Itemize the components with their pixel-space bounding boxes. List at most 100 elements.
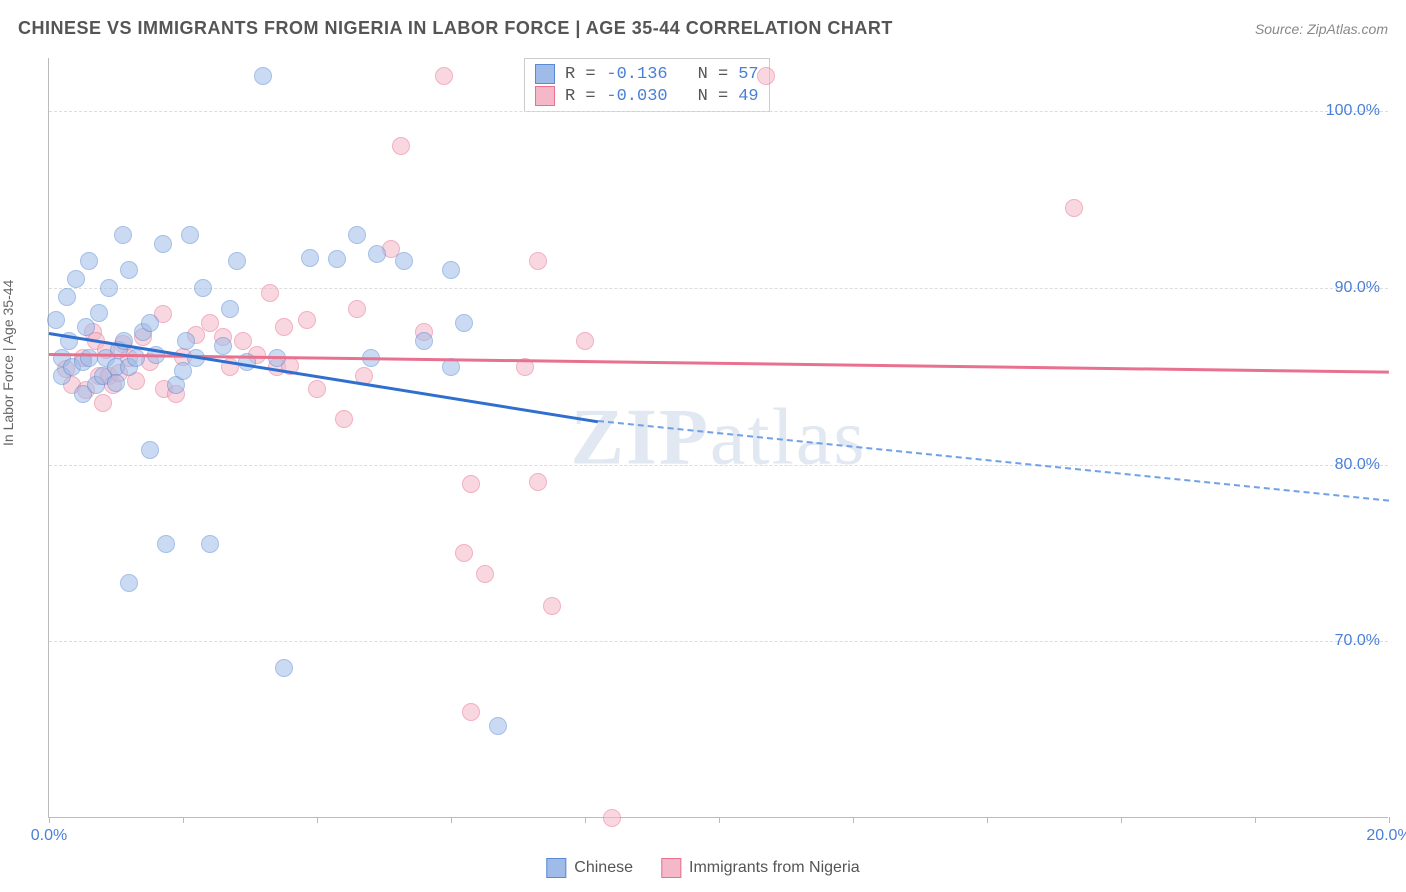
bottom-legend-nigeria: Immigrants from Nigeria xyxy=(661,858,860,878)
legend-swatch-icon xyxy=(546,858,566,878)
x-tick xyxy=(987,817,988,823)
chart-title: CHINESE VS IMMIGRANTS FROM NIGERIA IN LA… xyxy=(18,18,893,39)
data-point-chinese xyxy=(157,535,175,553)
data-point-chinese xyxy=(194,279,212,297)
y-tick-label: 90.0% xyxy=(1335,279,1380,297)
data-point-nigeria xyxy=(757,67,775,85)
data-point-chinese xyxy=(127,349,145,367)
legend-swatch-icon xyxy=(661,858,681,878)
data-point-chinese xyxy=(77,318,95,336)
data-point-nigeria xyxy=(275,318,293,336)
x-tick xyxy=(585,817,586,823)
r-label: R = xyxy=(565,65,596,84)
r-label: R = xyxy=(565,87,596,106)
data-point-nigeria xyxy=(1065,199,1083,217)
data-point-chinese xyxy=(80,349,98,367)
data-point-chinese xyxy=(455,314,473,332)
data-point-nigeria xyxy=(462,703,480,721)
data-point-chinese xyxy=(275,659,293,677)
y-tick-label: 80.0% xyxy=(1335,456,1380,474)
data-point-chinese xyxy=(201,535,219,553)
gridline xyxy=(49,465,1388,466)
x-tick xyxy=(49,817,50,823)
data-point-chinese xyxy=(228,252,246,270)
data-point-chinese xyxy=(214,337,232,355)
legend-label: Chinese xyxy=(574,859,633,877)
n-label: N = xyxy=(698,65,729,84)
data-point-chinese xyxy=(221,300,239,318)
legend-row-chinese: R = -0.136 N = 57 xyxy=(535,63,759,85)
y-tick-label: 100.0% xyxy=(1326,102,1380,120)
data-point-chinese xyxy=(47,311,65,329)
x-tick xyxy=(1255,817,1256,823)
data-point-nigeria xyxy=(261,284,279,302)
y-tick-label: 70.0% xyxy=(1335,632,1380,650)
gridline xyxy=(49,641,1388,642)
data-point-chinese xyxy=(395,252,413,270)
legend-row-nigeria: R = -0.030 N = 49 xyxy=(535,85,759,107)
x-tick xyxy=(1389,817,1390,823)
data-point-nigeria xyxy=(201,314,219,332)
r-value-chinese: -0.136 xyxy=(606,65,668,84)
n-label: N = xyxy=(698,87,729,106)
data-point-chinese xyxy=(442,261,460,279)
data-point-chinese xyxy=(107,374,125,392)
data-point-chinese xyxy=(80,252,98,270)
data-point-chinese xyxy=(141,314,159,332)
data-point-chinese xyxy=(489,717,507,735)
data-point-nigeria xyxy=(335,410,353,428)
data-point-chinese xyxy=(114,226,132,244)
x-tick-label: 0.0% xyxy=(31,827,67,845)
data-point-chinese xyxy=(442,358,460,376)
correlation-legend: R = -0.136 N = 57 R = -0.030 N = 49 xyxy=(524,58,770,112)
legend-label: Immigrants from Nigeria xyxy=(689,859,860,877)
gridline xyxy=(49,111,1388,112)
data-point-nigeria xyxy=(348,300,366,318)
gridline xyxy=(49,288,1388,289)
data-point-chinese xyxy=(328,250,346,268)
data-point-nigeria xyxy=(462,475,480,493)
data-point-nigeria xyxy=(529,252,547,270)
data-point-chinese xyxy=(120,574,138,592)
data-point-nigeria xyxy=(576,332,594,350)
data-point-nigeria xyxy=(308,380,326,398)
legend-swatch-chinese xyxy=(535,64,555,84)
data-point-chinese xyxy=(177,332,195,350)
data-point-nigeria xyxy=(392,137,410,155)
source-label: Source: ZipAtlas.com xyxy=(1255,21,1388,37)
trend-line xyxy=(598,420,1389,502)
data-point-chinese xyxy=(100,279,118,297)
data-point-nigeria xyxy=(234,332,252,350)
bottom-legend-chinese: Chinese xyxy=(546,858,633,878)
data-point-chinese xyxy=(67,270,85,288)
data-point-chinese xyxy=(348,226,366,244)
data-point-chinese xyxy=(415,332,433,350)
data-point-nigeria xyxy=(603,809,621,827)
data-point-nigeria xyxy=(455,544,473,562)
data-point-chinese xyxy=(90,304,108,322)
x-tick-label: 20.0% xyxy=(1366,827,1406,845)
data-point-chinese xyxy=(120,261,138,279)
x-tick xyxy=(317,817,318,823)
x-tick xyxy=(451,817,452,823)
data-point-chinese xyxy=(368,245,386,263)
data-point-chinese xyxy=(181,226,199,244)
data-point-nigeria xyxy=(543,597,561,615)
data-point-nigeria xyxy=(298,311,316,329)
r-value-nigeria: -0.030 xyxy=(606,87,668,106)
bottom-legend: Chinese Immigrants from Nigeria xyxy=(546,858,859,878)
data-point-chinese xyxy=(58,288,76,306)
n-value-nigeria: 49 xyxy=(738,87,758,106)
watermark: ZIPatlas xyxy=(571,392,867,483)
x-tick xyxy=(183,817,184,823)
x-tick xyxy=(719,817,720,823)
data-point-chinese xyxy=(141,441,159,459)
plot-area: ZIPatlas R = -0.136 N = 57 R = -0.030 N … xyxy=(48,58,1388,818)
x-tick xyxy=(853,817,854,823)
n-value-chinese: 57 xyxy=(738,65,758,84)
title-bar: CHINESE VS IMMIGRANTS FROM NIGERIA IN LA… xyxy=(18,18,1388,39)
data-point-nigeria xyxy=(529,473,547,491)
legend-swatch-nigeria xyxy=(535,86,555,106)
data-point-chinese xyxy=(301,249,319,267)
x-tick xyxy=(1121,817,1122,823)
